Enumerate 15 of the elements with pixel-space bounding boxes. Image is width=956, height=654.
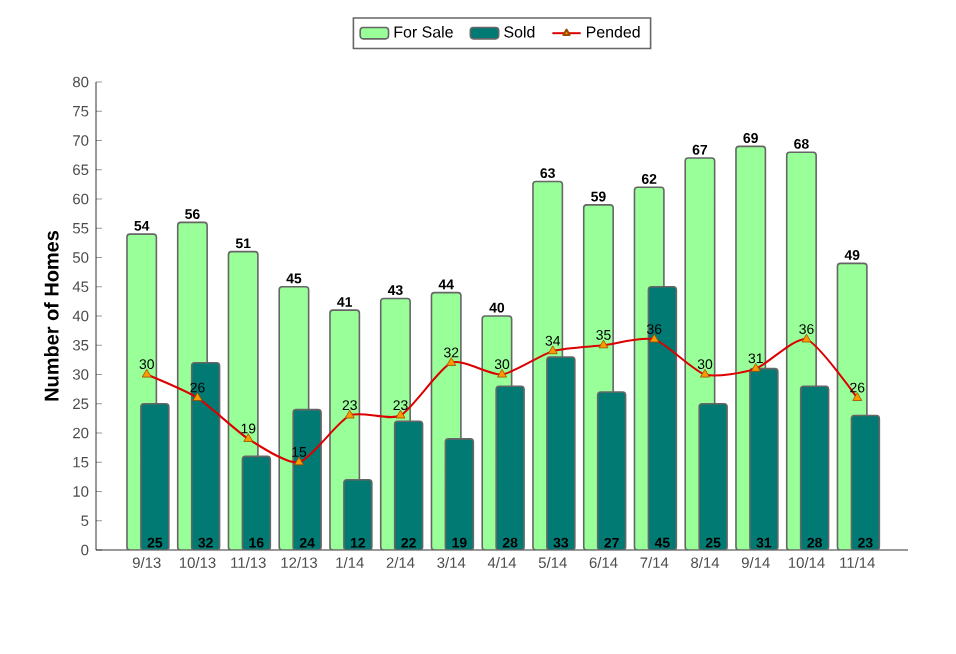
bar [393,420,424,550]
bar [444,438,475,550]
bar [140,402,170,550]
bar [241,455,272,550]
bar [799,385,830,550]
bar [546,356,576,550]
bar [292,408,322,550]
bar [596,391,627,550]
y-axis-title: Number of Homes [44,231,59,401]
bar [190,362,221,550]
bar [647,285,678,550]
bar [749,367,779,550]
bar [850,414,881,550]
bar [495,385,525,550]
bar [698,402,728,550]
